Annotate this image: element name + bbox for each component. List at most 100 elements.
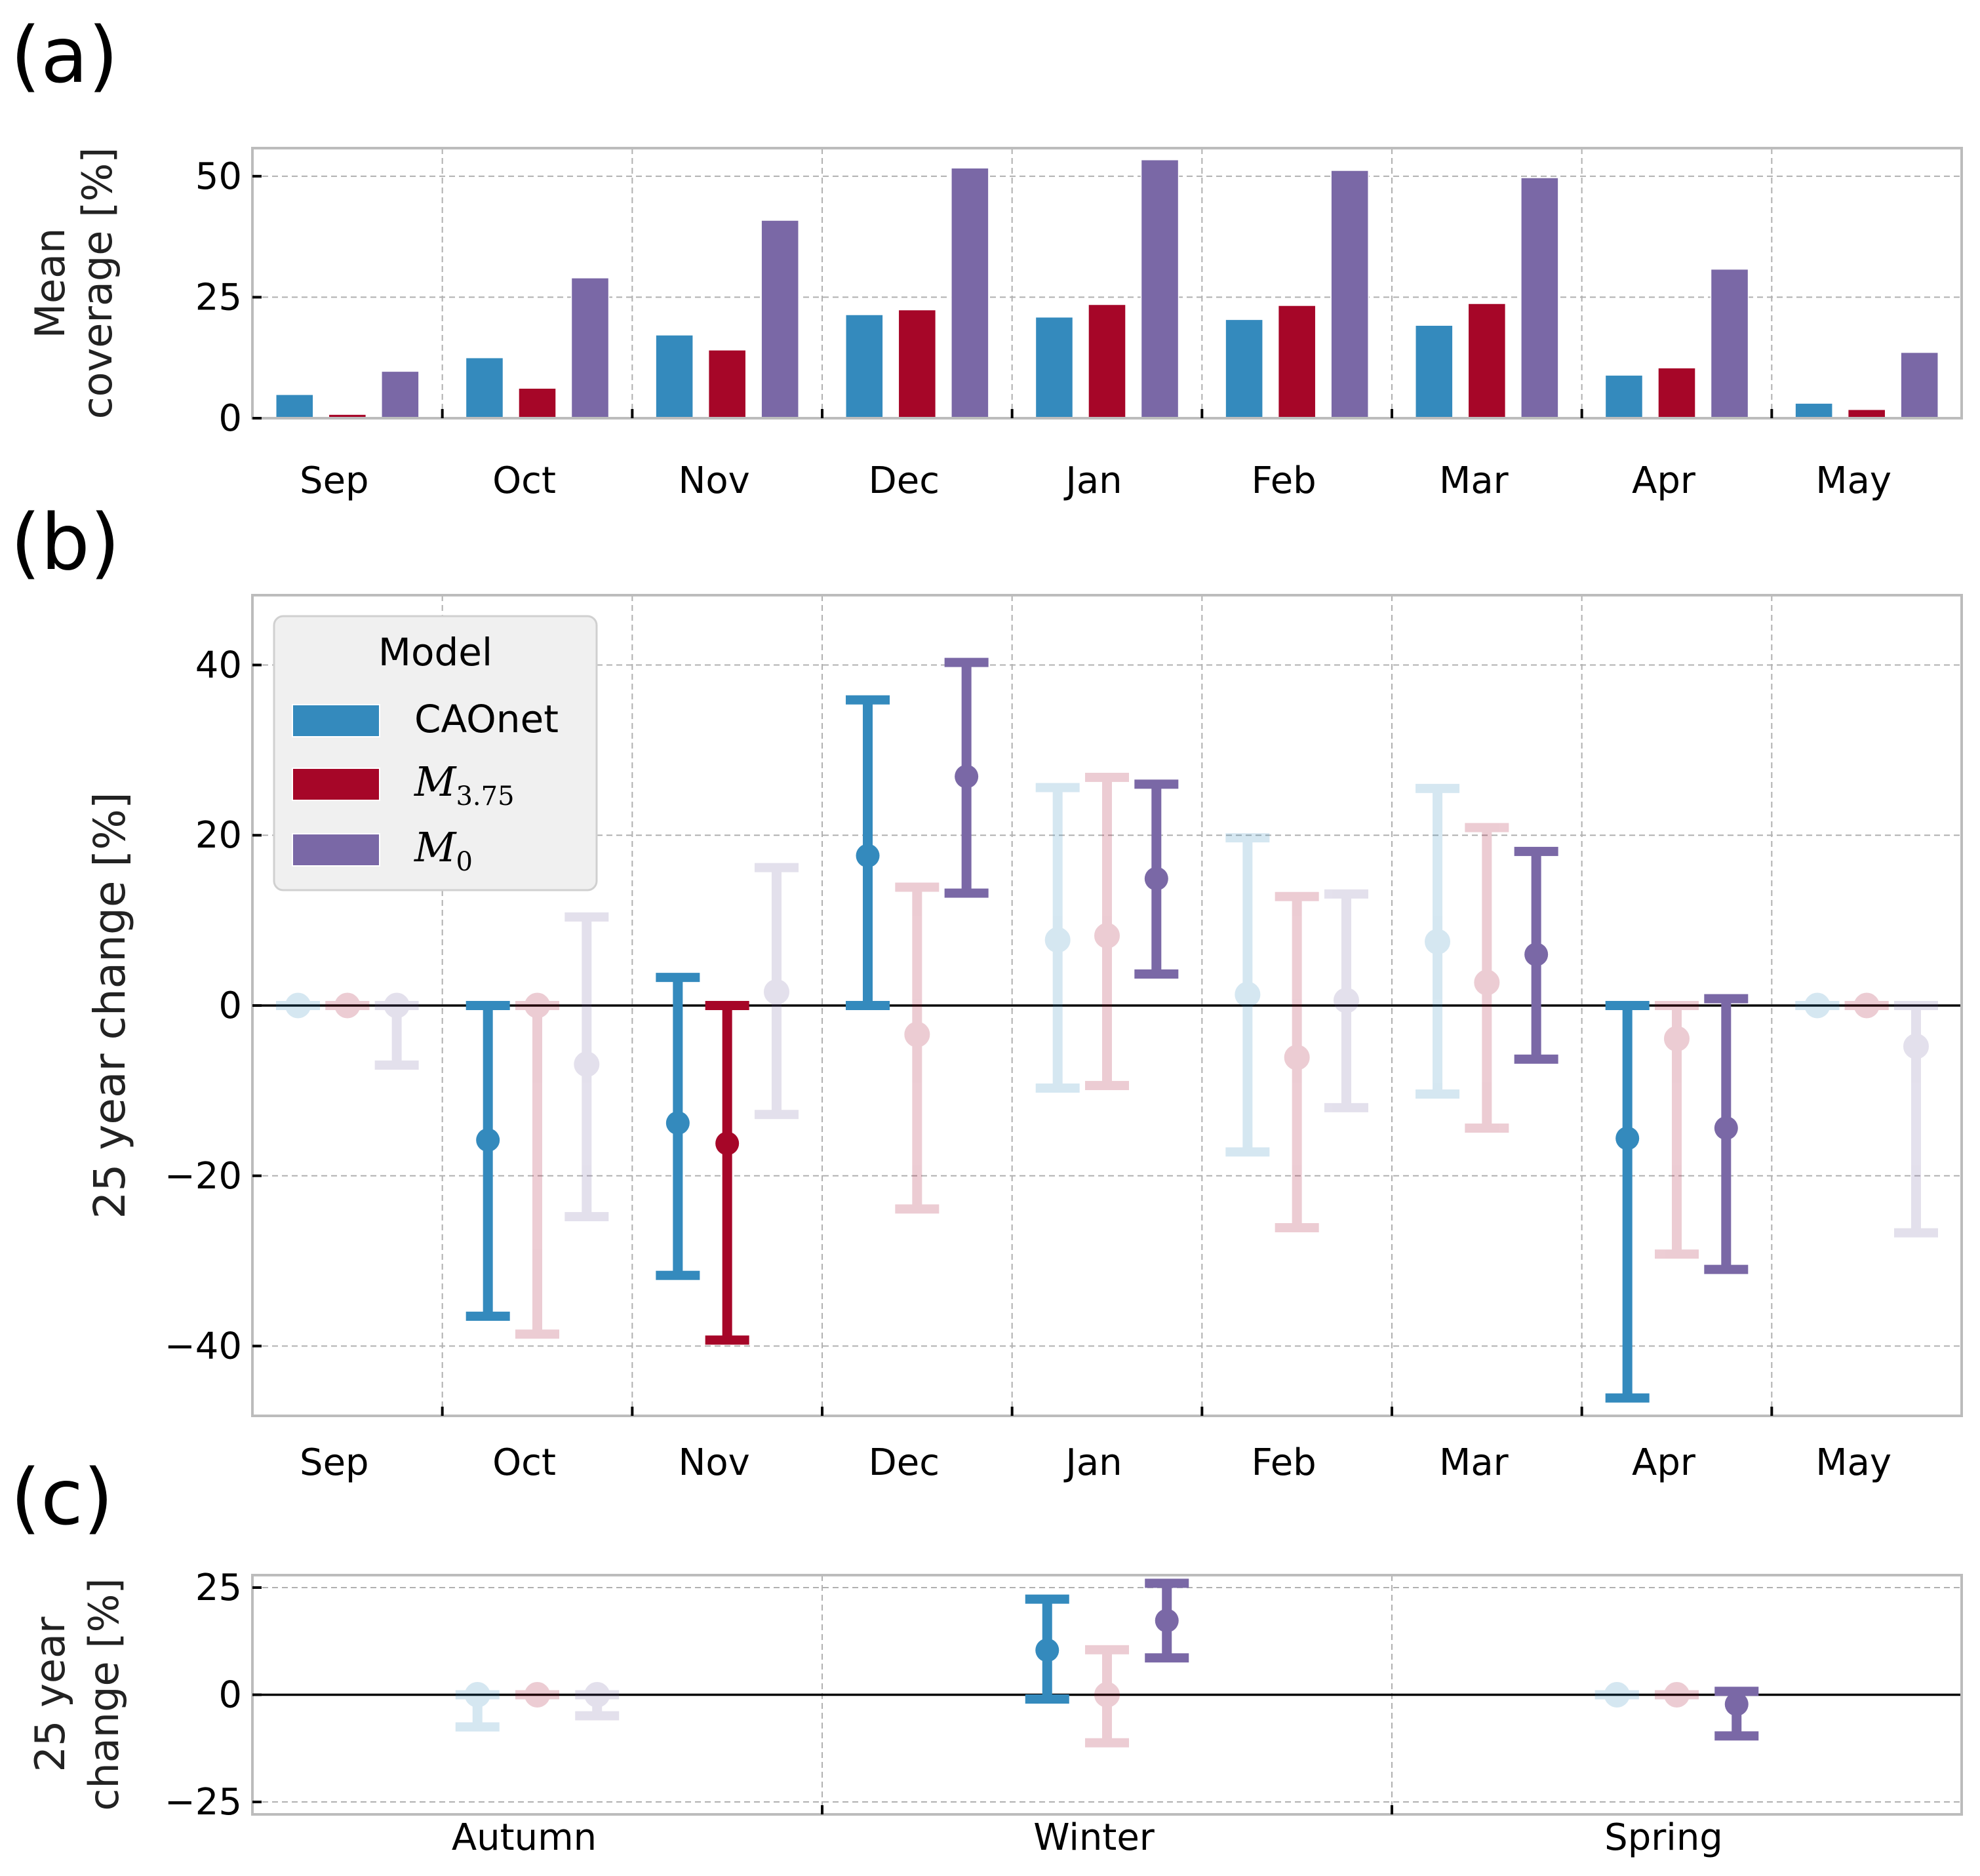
errorbar-m375-may: [1844, 992, 1889, 1019]
legend-item-m0: M0: [292, 823, 473, 877]
bar-m0-apr: [1710, 268, 1749, 419]
legend-swatch-caonet: [292, 704, 380, 737]
bar-m375-apr: [1657, 367, 1696, 419]
errorbar-stem: [722, 1006, 732, 1340]
errorbar-point: [584, 1682, 610, 1708]
errorbar-cap-lower: [1416, 1089, 1460, 1099]
y-tick-label: 0: [218, 397, 242, 440]
errorbar-cap-lower: [575, 1711, 620, 1721]
errorbar-point: [1284, 1044, 1310, 1070]
bar-m0-nov: [761, 220, 799, 419]
bar-caonet-sep: [275, 394, 314, 419]
x-tick-label-dec: Dec: [869, 1441, 940, 1484]
panel-label-c: (c): [10, 1452, 113, 1542]
errorbar-stem: [1622, 1006, 1633, 1398]
errorbar-point: [763, 979, 789, 1005]
errorbar-cap-lower: [1324, 1103, 1368, 1112]
errorbar-cap-lower: [276, 1001, 321, 1010]
errorbar-cap-upper: [1714, 1687, 1759, 1696]
y-tick-label: −40: [165, 1325, 242, 1368]
bar-caonet-jan: [1035, 316, 1074, 419]
errorbar-point: [1425, 929, 1451, 955]
errorbar-caonet-spring: [1594, 1682, 1639, 1708]
legend-label-caonet: CAOnet: [414, 697, 559, 741]
panel-c-seasonal-change: −25 0 25 Autumn Winter Spring 25 year change …: [26, 1567, 1963, 1859]
errorbar-cap-upper: [1844, 1001, 1889, 1010]
errorbar-cap-lower: [374, 1060, 419, 1070]
errorbar-stem: [1052, 787, 1063, 1088]
errorbar-caonet-dec: [846, 695, 890, 1010]
errorbar-point: [464, 1682, 490, 1708]
bar-m375-nov: [707, 349, 747, 419]
x-tick-label-may: May: [1815, 1441, 1891, 1484]
errorbar-m375-oct: [515, 992, 559, 1339]
bar-m375-feb: [1277, 305, 1317, 419]
x-tick-label-may: May: [1815, 459, 1891, 502]
errorbar-cap-lower: [846, 1001, 890, 1010]
errorbar-cap-upper: [754, 863, 799, 872]
legend-swatch-m0: [292, 833, 380, 867]
x-tick-label-oct: Oct: [492, 1441, 556, 1484]
errorbar-stem: [582, 916, 592, 1217]
legend-label-m0-base: M: [414, 823, 457, 871]
errorbar-point: [1155, 1609, 1179, 1633]
errorbar-stem: [532, 1006, 542, 1335]
errorbar-cap-lower: [754, 1110, 799, 1120]
errorbar-stem: [1102, 777, 1112, 1086]
errorbar-cap-upper: [1594, 1690, 1639, 1700]
errorbar-cap-upper: [1134, 779, 1179, 789]
errorbar-stem: [483, 1006, 493, 1317]
errorbar-m0-may: [1893, 1001, 1938, 1238]
errorbar-point: [1144, 867, 1168, 891]
y-tick-label: 25: [195, 276, 242, 319]
panel-a-ticks: 0 25 50 Sep Oct Nov Dec Jan Feb Mar Apr May: [195, 155, 1891, 502]
errorbar-cap-lower: [1225, 1147, 1270, 1157]
panel-c-ylabel-line1: 25 year: [26, 1616, 74, 1772]
errorbar-point: [1333, 987, 1359, 1013]
errorbar-point: [1724, 1692, 1749, 1716]
panel-a-bars: [275, 159, 1939, 419]
x-tick-label-feb: Feb: [1252, 459, 1317, 502]
bar-caonet-nov: [655, 334, 694, 419]
errorbar-cap-upper: [515, 1001, 559, 1010]
errorbar-point: [1044, 927, 1071, 953]
y-tick-label: 0: [218, 1674, 242, 1717]
errorbar-cap-lower: [1275, 1222, 1319, 1232]
panel-b-ticks: −40 −20 0 20 40 Sep Oct Nov Dec Jan Feb Mar Apr May: [165, 644, 1891, 1484]
x-tick-label-spring: Spring: [1604, 1816, 1723, 1859]
errorbar-point: [1903, 1033, 1929, 1059]
errorbar-cap-lower: [564, 1212, 609, 1222]
errorbar-point: [384, 992, 410, 1019]
legend-item-caonet: CAOnet: [292, 697, 559, 741]
panel-label-b: (b): [10, 497, 120, 587]
legend-label-m0: M0: [414, 823, 473, 877]
errorbar-cap-lower: [705, 1335, 749, 1345]
errorbar-m0-feb: [1324, 889, 1368, 1112]
errorbar-cap-upper: [1275, 891, 1319, 901]
x-tick-label-feb: Feb: [1252, 1441, 1317, 1484]
panel-label-a: (a): [10, 10, 118, 100]
errorbar-point: [1664, 1682, 1690, 1708]
errorbar-stem: [391, 1006, 402, 1065]
x-tick-label-nov: Nov: [679, 1441, 750, 1484]
errorbar-point: [1853, 992, 1880, 1019]
errorbar-caonet-jan: [1035, 783, 1080, 1093]
errorbar-cap-upper: [1514, 846, 1558, 856]
panel-b-ylabel: 25 year change [%]: [85, 792, 135, 1219]
errorbar-caonet-oct: [465, 1001, 510, 1321]
x-tick-label-jan: Jan: [1063, 1441, 1122, 1484]
panel-a-frame: [251, 147, 1963, 420]
errorbar-cap-lower: [1714, 1731, 1759, 1741]
errorbar-cap-upper: [1605, 1001, 1650, 1010]
legend-label-m0-subscript: 0: [456, 847, 472, 877]
errorbar-cap-lower: [1035, 1083, 1080, 1093]
errorbar-cap-upper: [1655, 1690, 1699, 1700]
bar-m375-oct: [518, 387, 557, 419]
errorbar-m375-spring: [1655, 1682, 1699, 1708]
errorbar-cap-upper: [705, 1001, 749, 1010]
legend-item-m375: M3.75: [292, 758, 515, 811]
errorbar-cap-lower: [515, 1690, 559, 1700]
errorbar-cap-lower: [1605, 1393, 1650, 1403]
errorbar-stem: [771, 867, 782, 1115]
panel-c-errorbars: [455, 1578, 1759, 1748]
